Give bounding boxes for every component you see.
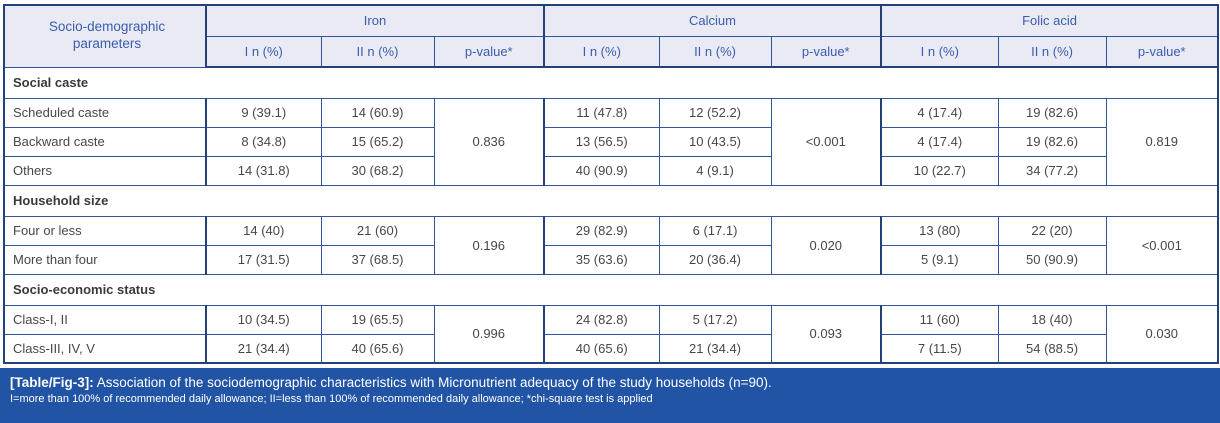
iron-p-value: 0.836 [433, 97, 545, 186]
section-title: Socio-economic status [3, 273, 1219, 306]
calcium-p-value: 0.020 [770, 215, 882, 275]
section-title: Social caste [3, 66, 1219, 99]
iron-ii-cell: 14 (60.9) [320, 97, 435, 128]
subheader-iron-i: I n (%) [205, 35, 322, 68]
calcium-ii-cell: 4 (9.1) [658, 155, 772, 186]
section-row-social-caste: Social caste [3, 66, 1219, 99]
caption-line: [Table/Fig-3]: Association of the sociod… [10, 374, 1210, 392]
caption-text: Association of the sociodemographic char… [96, 375, 772, 390]
table-row-others: Others 14 (31.8) 30 (68.2) 40 (90.9) 4 (… [3, 155, 1218, 186]
calcium-ii-cell: 6 (17.1) [658, 215, 772, 246]
group-header-folic-acid: Folic acid [880, 4, 1219, 37]
calcium-i-cell: 40 (90.9) [543, 155, 660, 186]
row-label: Four or less [3, 215, 207, 246]
caption-label: [Table/Fig-3]: [10, 375, 94, 390]
table-row-class-iii-iv-v: Class-III, IV, V 21 (34.4) 40 (65.6) 40 … [3, 333, 1218, 364]
iron-i-cell: 21 (34.4) [205, 333, 322, 364]
calcium-p-value: <0.001 [770, 97, 882, 186]
folic-i-cell: 13 (80) [880, 215, 999, 246]
group-header-iron: Iron [204, 4, 545, 37]
folic-ii-cell: 19 (82.6) [997, 126, 1107, 157]
subheader-iron-ii: II n (%) [320, 35, 435, 68]
sociodemographic-table: Socio-demographic parameters Iron Calciu… [3, 4, 1220, 364]
iron-ii-cell: 19 (65.5) [320, 304, 435, 335]
row-label: Scheduled caste [3, 97, 207, 128]
iron-ii-cell: 40 (65.6) [320, 333, 435, 364]
iron-i-cell: 10 (34.5) [205, 304, 322, 335]
folic-ii-cell: 18 (40) [997, 304, 1107, 335]
table-row-more-than-four: More than four 17 (31.5) 37 (68.5) 35 (6… [3, 244, 1218, 275]
subheader-calcium-ii: II n (%) [658, 35, 772, 68]
iron-ii-cell: 21 (60) [320, 215, 435, 246]
calcium-i-cell: 29 (82.9) [543, 215, 660, 246]
calcium-i-cell: 35 (63.6) [543, 244, 660, 275]
folic-i-cell: 4 (17.4) [880, 126, 999, 157]
folic-p-value: <0.001 [1105, 215, 1219, 275]
table-row-four-or-less: Four or less 14 (40) 21 (60) 0.196 29 (8… [3, 215, 1219, 275]
row-label: Class-I, II [3, 304, 207, 335]
subheader-folic-ii: II n (%) [997, 35, 1107, 68]
row-label: Backward caste [3, 126, 207, 157]
param-column-header: Socio-demographic parameters [3, 4, 207, 68]
table-row-backward-caste: Backward caste 8 (34.8) 15 (65.2) 13 (56… [3, 126, 1218, 157]
calcium-p-value: 0.093 [770, 304, 882, 364]
table-container: Socio-demographic parameters Iron Calciu… [3, 4, 1220, 364]
folic-i-cell: 4 (17.4) [880, 97, 999, 128]
section-row-socio-economic-status: Socio-economic status [3, 273, 1219, 306]
calcium-ii-cell: 12 (52.2) [658, 97, 772, 128]
iron-i-cell: 17 (31.5) [205, 244, 322, 275]
calcium-ii-cell: 20 (36.4) [658, 244, 772, 275]
caption-footnote: I=more than 100% of recommended daily al… [10, 393, 653, 406]
iron-i-cell: 8 (34.8) [205, 126, 322, 157]
calcium-i-cell: 13 (56.5) [543, 126, 660, 157]
folic-p-value: 0.030 [1105, 304, 1219, 364]
section-row-household-size: Household size [3, 184, 1219, 217]
iron-ii-cell: 37 (68.5) [320, 244, 435, 275]
subheader-folic-p: p-value* [1105, 35, 1219, 68]
folic-ii-cell: 50 (90.9) [997, 244, 1107, 275]
row-label: Others [3, 155, 207, 186]
section-title: Household size [3, 184, 1219, 217]
group-header-calcium: Calcium [543, 4, 882, 37]
subheader-calcium-i: I n (%) [543, 35, 660, 68]
iron-ii-cell: 30 (68.2) [320, 155, 435, 186]
iron-ii-cell: 15 (65.2) [320, 126, 435, 157]
calcium-i-cell: 40 (65.6) [543, 333, 660, 364]
iron-p-value: 0.196 [433, 215, 545, 275]
iron-p-value: 0.996 [433, 304, 545, 364]
folic-ii-cell: 34 (77.2) [997, 155, 1107, 186]
folic-ii-cell: 54 (88.5) [997, 333, 1107, 364]
calcium-i-cell: 11 (47.8) [543, 97, 660, 128]
table-row-scheduled-caste: Scheduled caste 9 (39.1) 14 (60.9) 0.836… [3, 97, 1219, 186]
calcium-ii-cell: 21 (34.4) [658, 333, 772, 364]
iron-i-cell: 9 (39.1) [205, 97, 322, 128]
row-label: Class-III, IV, V [3, 333, 207, 364]
folic-i-cell: 5 (9.1) [880, 244, 999, 275]
calcium-ii-cell: 10 (43.5) [658, 126, 772, 157]
calcium-i-cell: 24 (82.8) [543, 304, 660, 335]
subheader-folic-i: I n (%) [880, 35, 999, 68]
subheader-iron-p: p-value* [433, 35, 545, 68]
header-group-row: Socio-demographic parameters Iron Calciu… [3, 4, 1219, 68]
iron-i-cell: 14 (40) [205, 215, 322, 246]
folic-p-value: 0.819 [1105, 97, 1219, 186]
folic-i-cell: 7 (11.5) [880, 333, 999, 364]
row-label: More than four [3, 244, 207, 275]
calcium-ii-cell: 5 (17.2) [658, 304, 772, 335]
folic-ii-cell: 19 (82.6) [997, 97, 1107, 128]
subheader-calcium-p: p-value* [770, 35, 882, 68]
iron-i-cell: 14 (31.8) [205, 155, 322, 186]
folic-ii-cell: 22 (20) [997, 215, 1107, 246]
table-row-class-i-ii: Class-I, II 10 (34.5) 19 (65.5) 0.996 24… [3, 304, 1219, 364]
header-sub-row: I n (%) II n (%) p-value* I n (%) II n (… [4, 35, 1219, 68]
folic-i-cell: 10 (22.7) [880, 155, 999, 186]
figure-caption-band: [Table/Fig-3]: Association of the sociod… [0, 368, 1220, 423]
folic-i-cell: 11 (60) [880, 304, 999, 335]
